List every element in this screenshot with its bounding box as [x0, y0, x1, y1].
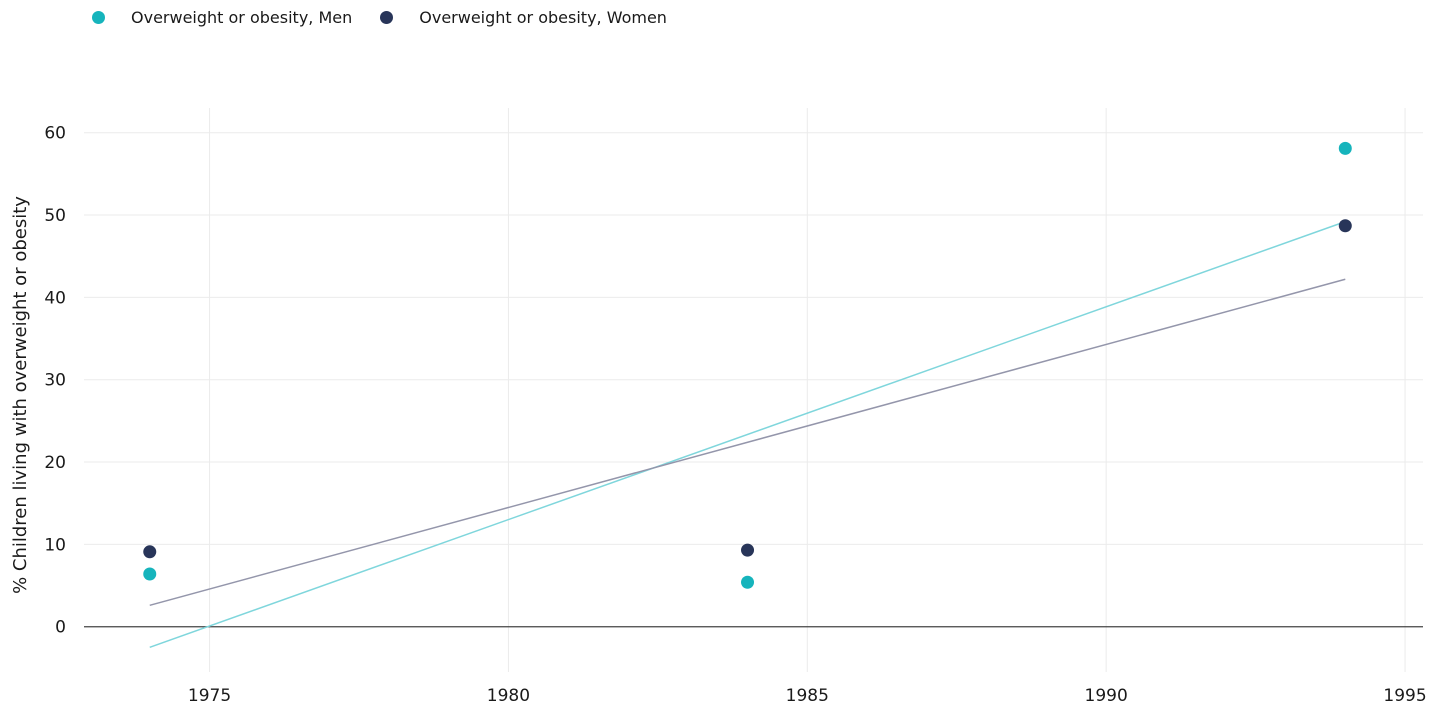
data-point-series-1-0 — [143, 545, 157, 559]
y-tick-label: 10 — [44, 535, 66, 555]
trend-lines — [149, 220, 1346, 649]
legend-item-men[interactable]: Overweight or obesity, Men — [92, 8, 352, 27]
grid — [84, 108, 1423, 672]
x-tick-label: 1990 — [1085, 686, 1128, 706]
x-tick-label: 1985 — [786, 686, 829, 706]
data-point-series-0-1 — [741, 575, 755, 589]
data-point-series-0-0 — [143, 567, 157, 581]
x-tick-label: 1975 — [188, 686, 231, 706]
trend-line-series-0 — [149, 220, 1346, 649]
data-point-series-1-1 — [741, 543, 755, 557]
x-tick-label: 1995 — [1383, 686, 1426, 706]
y-axis-ticks: 0 10 20 30 40 50 60 — [44, 124, 66, 638]
legend-marker-men — [92, 11, 105, 24]
data-point-series-1-2 — [1338, 219, 1352, 233]
data-points — [143, 141, 1352, 589]
data-point-series-0-2 — [1338, 141, 1352, 155]
legend-label-women: Overweight or obesity, Women — [419, 8, 667, 27]
y-tick-label: 60 — [44, 124, 66, 144]
y-tick-label: 30 — [44, 371, 66, 391]
y-tick-label: 0 — [55, 618, 66, 638]
legend-marker-women — [380, 11, 394, 24]
y-tick-label: 40 — [44, 288, 66, 308]
y-tick-label: 20 — [44, 453, 66, 473]
y-axis-title: % Children living with overweight or obe… — [10, 196, 31, 594]
legend: Overweight or obesity, Men Overweight or… — [92, 8, 695, 27]
y-tick-label: 50 — [44, 206, 66, 226]
trend-line-series-1 — [149, 278, 1346, 607]
legend-label-men: Overweight or obesity, Men — [131, 8, 353, 27]
x-axis-ticks: 1975 1980 1985 1990 1995 — [188, 686, 1427, 706]
legend-item-women[interactable]: Overweight or obesity, Women — [380, 8, 667, 27]
x-tick-label: 1980 — [487, 686, 530, 706]
